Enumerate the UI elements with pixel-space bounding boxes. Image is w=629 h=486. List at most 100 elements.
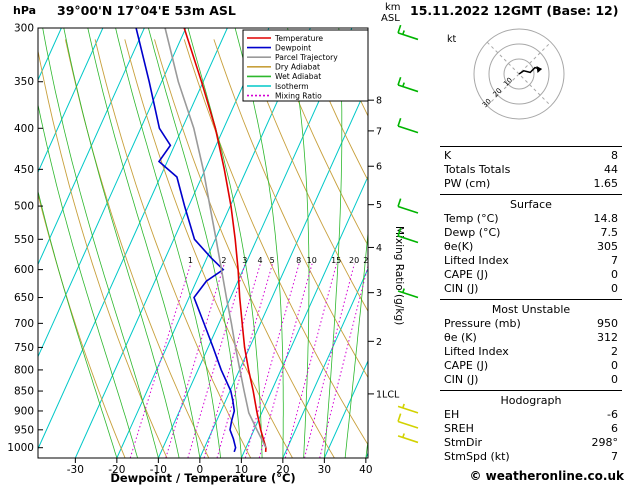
pressure-tick-label: 1000 xyxy=(7,442,34,454)
stat-value: 298° xyxy=(591,436,619,449)
km-tick-label: 4 xyxy=(376,243,382,254)
section-title: Surface xyxy=(510,198,552,211)
mixing-ratio-label: 15 xyxy=(331,256,341,265)
wind-barb xyxy=(397,288,419,299)
stat-label: EH xyxy=(444,408,460,421)
panel-section: K 8 Totals Totals 44 PW (cm) 1.65 xyxy=(440,146,622,194)
pressure-tick-label: 750 xyxy=(14,342,34,354)
x-axis-label: Dewpoint / Temperature (°C) xyxy=(110,471,296,485)
mixing-ratio-label: 3 xyxy=(242,256,247,265)
hodograph-trace-arrow xyxy=(536,66,542,73)
stat-row: CIN (J) 0 xyxy=(440,282,622,296)
mixing-ratio-label: 4 xyxy=(257,256,262,265)
stat-label: CIN (J) xyxy=(444,282,479,295)
stat-value: 6 xyxy=(611,422,618,435)
pressure-tick-label: 650 xyxy=(14,292,34,304)
chart-area: 1 2 3 4 5 8 10 15 20 25 xyxy=(38,28,373,458)
pressure-tick-label: 900 xyxy=(14,405,34,417)
stat-label: K xyxy=(444,149,452,162)
pressure-tick-label: 300 xyxy=(14,23,34,35)
stat-label: CAPE (J) xyxy=(444,359,489,372)
panel-section: Most Unstable Pressure (mb) 950 θe (K) 312 Li… xyxy=(440,299,622,390)
stat-label: Totals Totals xyxy=(444,163,511,176)
pressure-axis: 300 350 400 450 500 550 600 650 700 750 800 850 900 9… xyxy=(7,23,43,454)
stat-row: Totals Totals 44 xyxy=(440,163,622,177)
hodograph-ring-label: 10 xyxy=(502,76,514,88)
temperature-curve xyxy=(183,28,267,452)
legend-label: Dewpoint xyxy=(275,43,311,52)
stat-row: SREH 6 xyxy=(440,422,622,436)
hodograph-ring-label: 20 xyxy=(492,87,504,99)
stat-value: 950 xyxy=(597,317,618,330)
km-tick-label: 8 xyxy=(376,96,382,107)
stat-row: θe(K) 305 xyxy=(440,240,622,254)
stat-value: 7 xyxy=(611,450,618,463)
wind-barb xyxy=(397,198,419,214)
wind-barb xyxy=(397,403,419,414)
km-tick-label: 5 xyxy=(376,200,382,211)
section-title: Hodograph xyxy=(500,394,562,407)
stat-row: θe (K) 312 xyxy=(440,331,622,345)
pressure-tick-label: 950 xyxy=(14,424,34,436)
stat-value: 14.8 xyxy=(593,212,619,225)
stat-value: 305 xyxy=(597,240,618,253)
panel-section: Hodograph EH -6 SREH 6 StmDir 298° StmSpd (kt) 7 xyxy=(440,390,622,467)
stat-label: PW (cm) xyxy=(444,177,491,190)
mixing-ratio-label: 10 xyxy=(307,256,317,265)
stat-row: Dewp (°C) 7.5 xyxy=(440,226,622,240)
stat-label: SREH xyxy=(444,422,474,435)
stat-row: EH -6 xyxy=(440,408,622,422)
stat-row: StmSpd (kt) 7 xyxy=(440,450,622,464)
stat-row: CIN (J) 0 xyxy=(440,373,622,387)
altitude-unit-km-label: km xyxy=(385,2,401,13)
stat-label: StmSpd (kt) xyxy=(444,450,510,463)
mixing-ratio-label: 20 xyxy=(349,256,359,265)
mixing-ratio-label: 8 xyxy=(296,256,301,265)
stat-row: CAPE (J) 0 xyxy=(440,359,622,373)
pressure-tick-label: 600 xyxy=(14,264,34,276)
stat-row: Temp (°C) 14.8 xyxy=(440,212,622,226)
temp-tick-label: -10 xyxy=(150,464,167,476)
stat-label: Dewp (°C) xyxy=(444,226,501,239)
panel-section: Surface Temp (°C) 14.8 Dewp (°C) 7.5 θe(K) 305… xyxy=(440,194,622,299)
temp-tick-label: 40 xyxy=(359,464,372,476)
pressure-unit-label: hPa xyxy=(13,4,37,17)
pressure-tick-label: 400 xyxy=(14,123,34,135)
km-tick-label: 1LCL xyxy=(376,389,400,400)
temperature-axis: -30 -20 -10 0 10 20 30 40 xyxy=(67,458,373,476)
indices-panel: K 8 Totals Totals 44 PW (cm) 1.65 Surface Temp … xyxy=(440,146,622,467)
stat-label: CIN (J) xyxy=(444,373,479,386)
legend-label: Temperature xyxy=(274,34,323,43)
dewpoint-curve xyxy=(135,28,237,453)
wind-barb xyxy=(397,24,419,41)
wind-barb xyxy=(397,433,419,444)
stat-label: Lifted Index xyxy=(444,254,509,267)
pressure-tick-label: 550 xyxy=(14,234,34,246)
stat-value: 7 xyxy=(611,254,618,267)
mixing-ratio-label: 1 xyxy=(188,256,193,265)
km-tick-label: 2 xyxy=(376,337,382,348)
legend-label: Parcel Trajectory xyxy=(275,53,338,62)
stat-label: θe(K) xyxy=(444,240,474,253)
run-datetime-title: 15.11.2022 12GMT (Base: 12) xyxy=(410,3,619,18)
stat-value: 0 xyxy=(611,359,618,372)
hodograph-unit-label: kt xyxy=(447,34,457,45)
pressure-tick-label: 850 xyxy=(14,386,34,398)
stat-value: 312 xyxy=(597,331,618,344)
wind-barbs xyxy=(397,24,419,444)
stat-row: Pressure (mb) 950 xyxy=(440,317,622,331)
temp-tick-label: 10 xyxy=(235,464,248,476)
legend-label: Mixing Ratio xyxy=(275,91,322,100)
pressure-tick-label: 800 xyxy=(14,364,34,376)
stat-value: -6 xyxy=(607,408,618,421)
mixing-ratio-label: 25 xyxy=(363,256,373,265)
stat-row: PW (cm) 1.65 xyxy=(440,177,622,191)
temp-tick-label: 30 xyxy=(318,464,331,476)
mixing-ratio-group: 1 2 3 4 5 8 10 15 20 25 xyxy=(129,256,373,458)
mixing-ratio-label: 2 xyxy=(221,256,226,265)
hodograph-ring-label: 30 xyxy=(481,97,493,109)
pressure-tick-label: 500 xyxy=(14,201,34,213)
